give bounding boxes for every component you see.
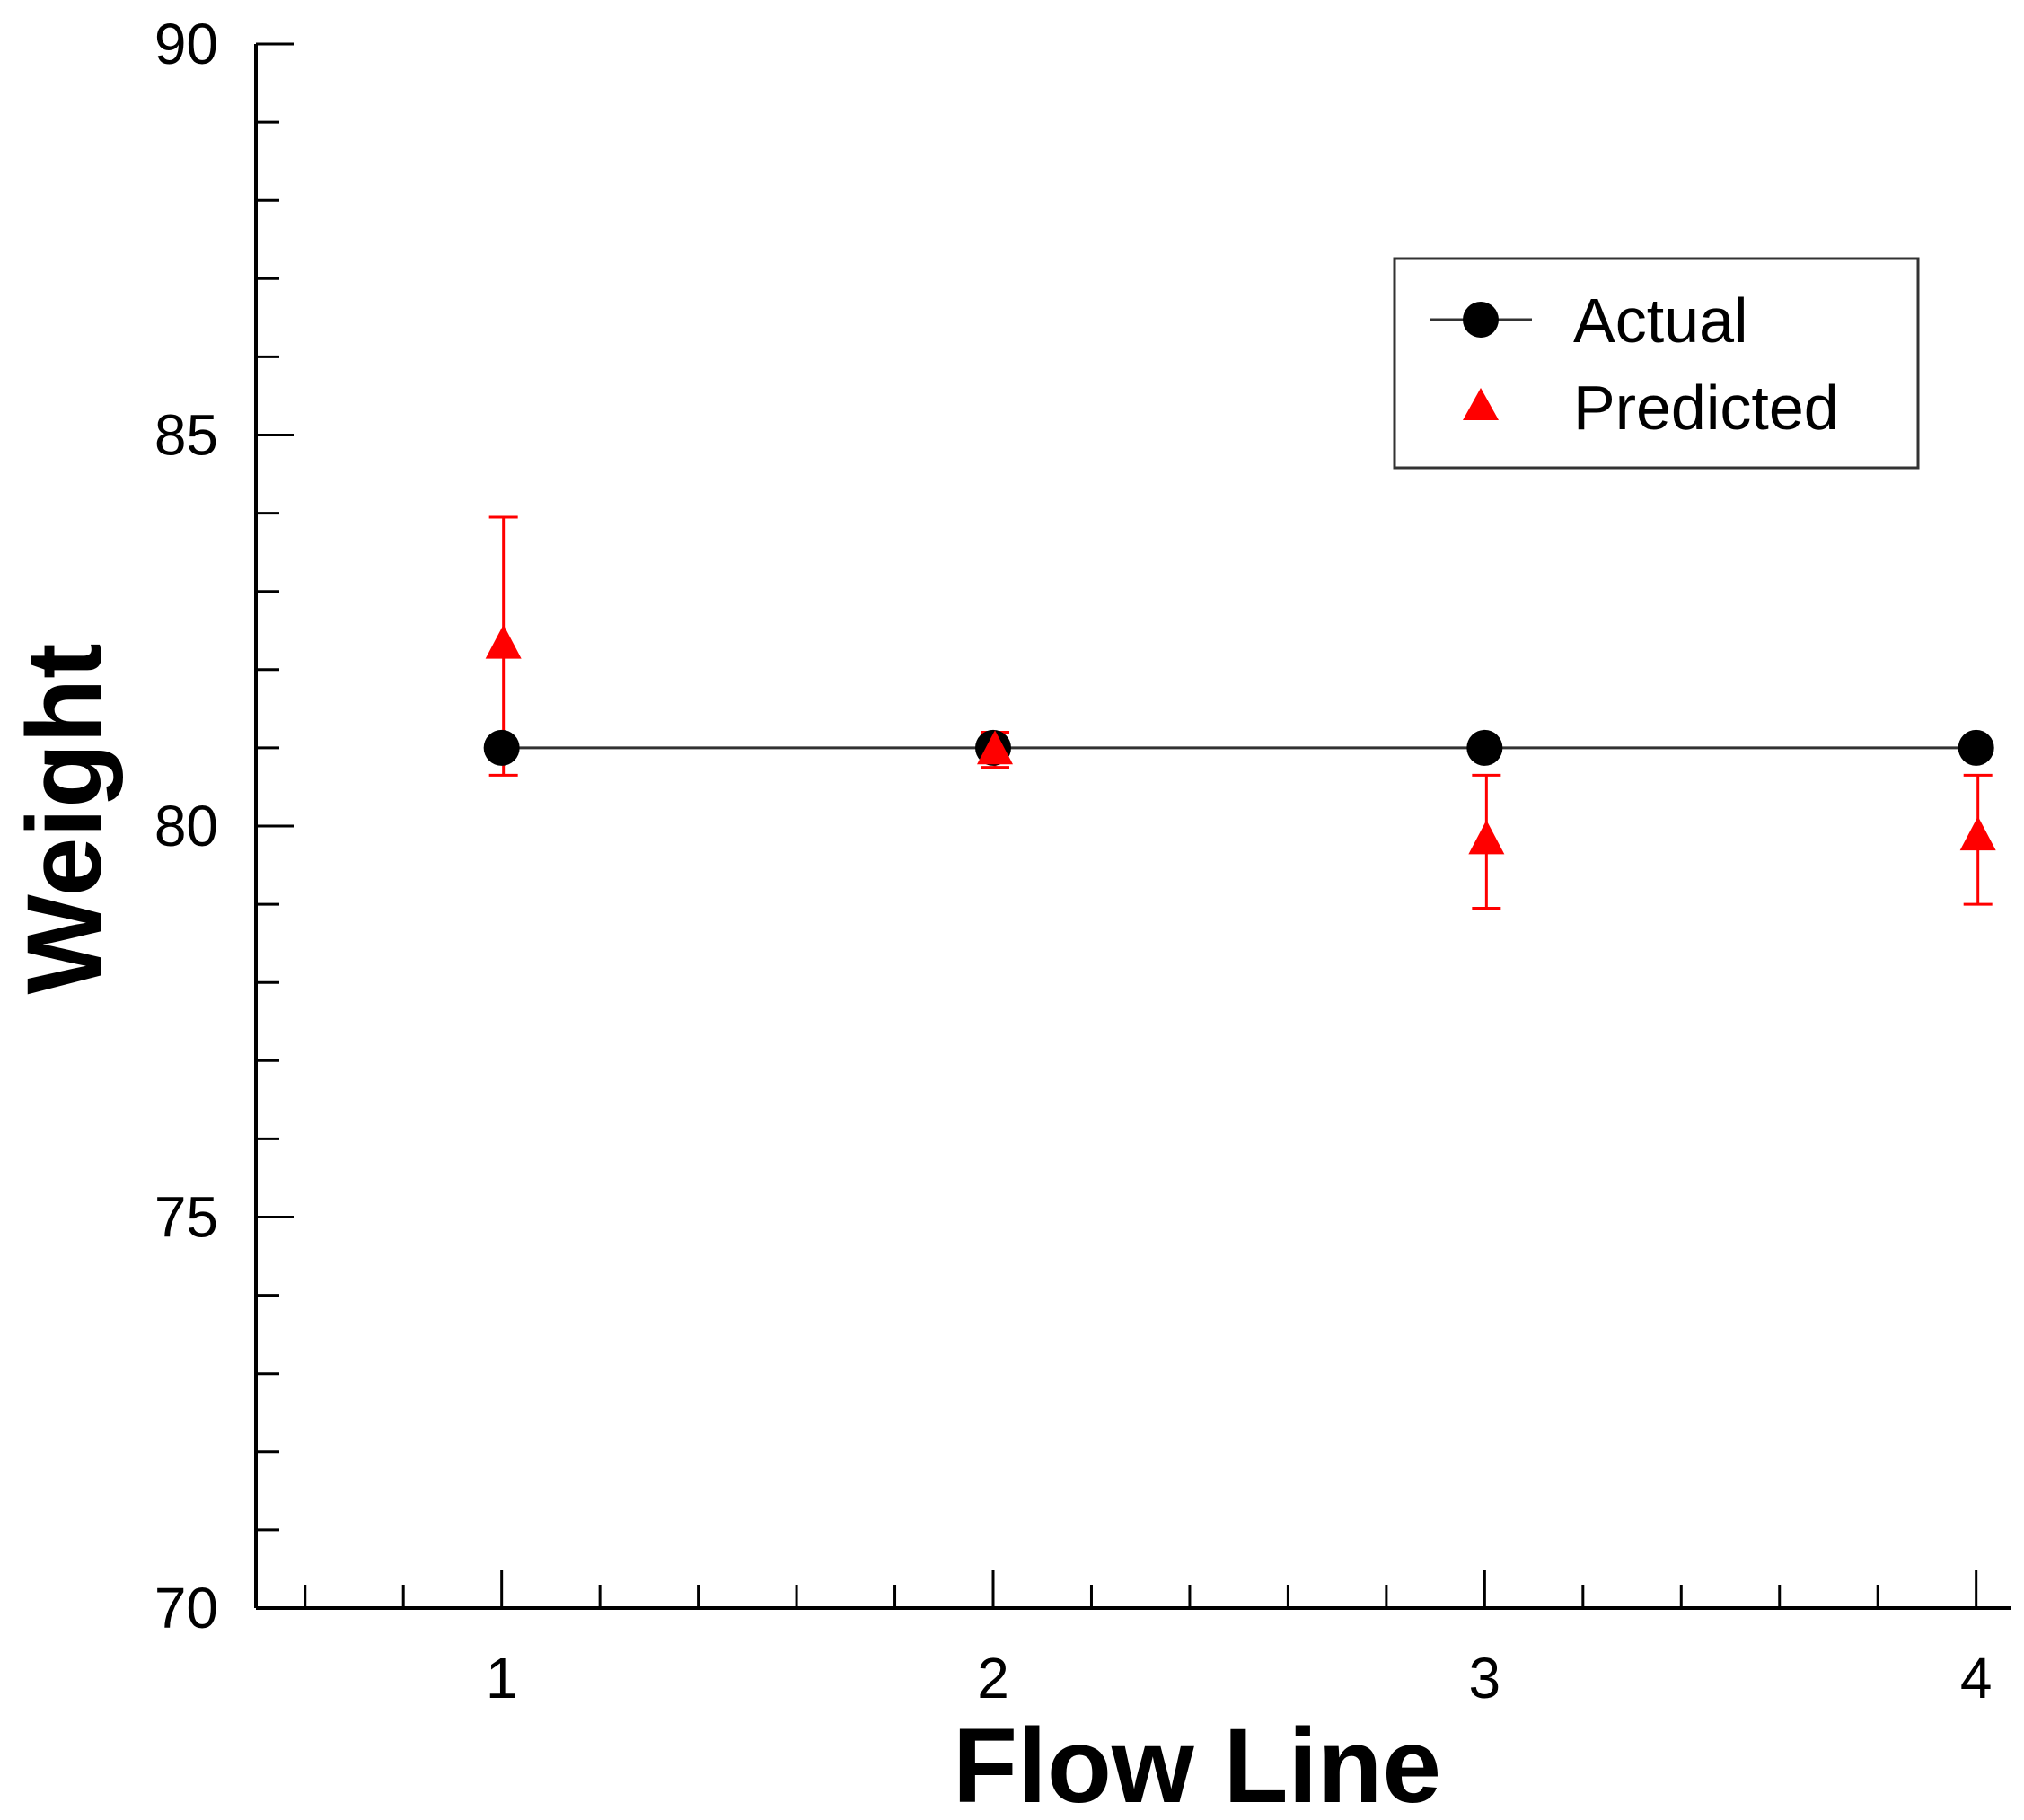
y-tick-label: 80 [154, 794, 218, 858]
x-tick-label: 2 [977, 1646, 1009, 1710]
actual-point [483, 729, 520, 766]
legend: Actual Predicted [1393, 257, 1920, 470]
y-tick-label: 70 [154, 1576, 218, 1640]
predicted-point [977, 730, 1014, 765]
x-tick-label: 1 [486, 1646, 518, 1710]
predicted-point [485, 624, 522, 659]
x-axis-ticks: 1 2 3 4 [304, 1570, 1993, 1710]
predicted-point [1959, 816, 1996, 851]
x-axis-title: Flow Line [953, 1707, 1441, 1820]
y-axis-title: Weight [5, 643, 124, 994]
legend-predicted-marker [1463, 388, 1499, 420]
legend-actual-marker [1463, 302, 1499, 338]
x-tick-label: 3 [1469, 1646, 1501, 1710]
legend-predicted-label: Predicted [1573, 373, 1839, 443]
y-tick-label: 85 [154, 403, 218, 468]
y-axis-ticks: 70 75 80 85 90 [154, 12, 294, 1640]
y-tick-label: 90 [154, 12, 218, 76]
actual-point [1466, 729, 1503, 766]
legend-box [1393, 257, 1920, 470]
series-layer [483, 515, 1996, 910]
y-tick-label: 75 [154, 1185, 218, 1250]
predicted-point [1468, 820, 1505, 855]
actual-point [1958, 729, 1994, 766]
x-tick-label: 4 [1960, 1646, 1993, 1710]
legend-actual-label: Actual [1573, 286, 1748, 356]
